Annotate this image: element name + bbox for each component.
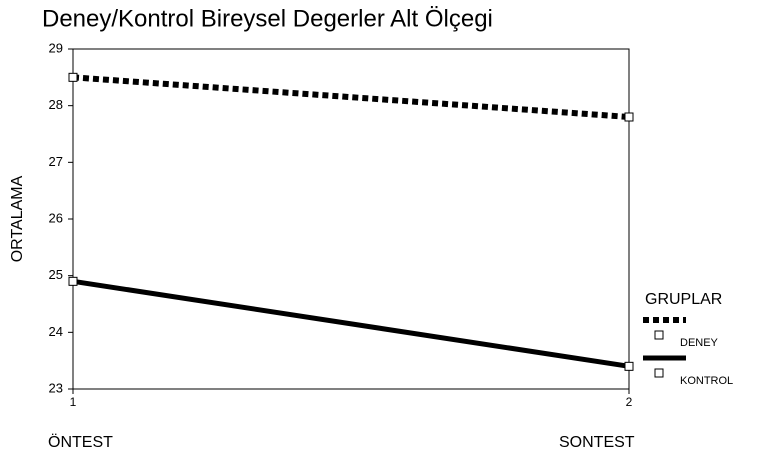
x-tick-label: 1 <box>70 395 77 409</box>
point-marker <box>624 361 634 371</box>
y-tick-label: 29 <box>49 40 63 55</box>
x-category-label: SONTEST <box>559 434 635 451</box>
y-tick-label: 23 <box>49 380 63 395</box>
x-tick-label: 2 <box>626 395 633 409</box>
legend-title: GRUPLAR <box>645 291 722 308</box>
y-axis-label: ORTALAMA <box>9 175 26 262</box>
legend-label: DENEY <box>680 337 719 349</box>
point-marker <box>68 276 78 286</box>
y-tick-label: 27 <box>49 154 63 169</box>
y-tick-label: 24 <box>49 324 63 339</box>
series-line <box>72 278 630 369</box>
plot-frame <box>72 48 630 390</box>
x-category-label: ÖNTEST <box>48 433 113 451</box>
y-tick-label: 28 <box>49 97 63 112</box>
legend-label: KONTROL <box>680 375 733 387</box>
point-marker <box>624 112 634 122</box>
point-marker <box>68 72 78 82</box>
y-tick-label: 25 <box>49 267 63 282</box>
chart-title: Deney/Kontrol Bireysel Degerler Alt Ölçe… <box>42 5 493 32</box>
legend-marker <box>654 330 664 340</box>
legend-marker <box>654 368 664 378</box>
y-tick-label: 26 <box>49 210 63 225</box>
series-line <box>72 74 630 120</box>
